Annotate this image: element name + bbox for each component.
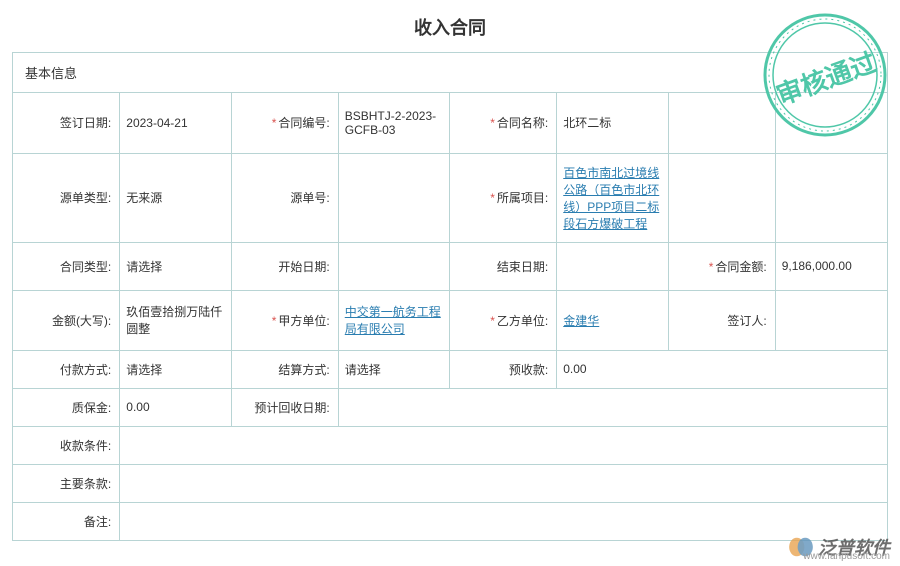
collect-cond-label: 收款条件: <box>13 426 120 464</box>
start-date-label: 开始日期: <box>231 242 338 290</box>
contract-name-value: 北环二标 <box>557 93 669 153</box>
project-value[interactable]: 百色市南北过境线公路（百色市北环线）PPP项目二标段石方爆破工程 <box>557 153 669 242</box>
settle-method-value[interactable]: 请选择 <box>338 350 450 388</box>
source-type-label: 源单类型: <box>13 153 120 242</box>
project-label: *所属项目: <box>450 153 557 242</box>
remark-value[interactable] <box>120 502 887 540</box>
signer-value <box>775 290 887 350</box>
settle-method-label: 结算方式: <box>231 350 338 388</box>
source-type-value: 无来源 <box>120 153 232 242</box>
expect-date-label: 预计回收日期: <box>231 388 338 426</box>
amount-cn-value: 玖佰壹拾捌万陆仟圆整 <box>120 290 232 350</box>
amount-value: 9,186,000.00 <box>775 242 887 290</box>
sign-date-value: 2023-04-21 <box>120 93 232 153</box>
form-container: 基本信息 签订日期: 2023-04-21 *合同编号: BSBHTJ-2-20… <box>12 52 888 541</box>
empty-label-2 <box>668 153 775 242</box>
contract-no-label: *合同编号: <box>231 93 338 153</box>
prepay-label: 预收款: <box>450 350 557 388</box>
party-a-label: *甲方单位: <box>231 290 338 350</box>
party-b-value[interactable]: 金建华 <box>557 290 669 350</box>
deposit-label: 质保金: <box>13 388 120 426</box>
form-table: 签订日期: 2023-04-21 *合同编号: BSBHTJ-2-2023-GC… <box>13 93 887 540</box>
pay-method-value[interactable]: 请选择 <box>120 350 232 388</box>
main-terms-value[interactable] <box>120 464 887 502</box>
empty-value-2 <box>775 153 887 242</box>
main-terms-label: 主要条款: <box>13 464 120 502</box>
party-a-value[interactable]: 中交第一航务工程局有限公司 <box>338 290 450 350</box>
source-no-label: 源单号: <box>231 153 338 242</box>
watermark: 泛普软件 www.fanpusoft.com <box>788 534 890 560</box>
source-no-value <box>338 153 450 242</box>
remark-label: 备注: <box>13 502 120 540</box>
prepay-value: 0.00 <box>557 350 887 388</box>
amount-cn-label: 金额(大写): <box>13 290 120 350</box>
sign-date-label: 签订日期: <box>13 93 120 153</box>
deposit-value: 0.00 <box>120 388 232 426</box>
signer-label: 签订人: <box>668 290 775 350</box>
expect-date-value[interactable] <box>338 388 887 426</box>
contract-no-value: BSBHTJ-2-2023-GCFB-03 <box>338 93 450 153</box>
start-date-value[interactable] <box>338 242 450 290</box>
pay-method-label: 付款方式: <box>13 350 120 388</box>
party-b-label: *乙方单位: <box>450 290 557 350</box>
svg-text:审核通过: 审核通过 <box>772 47 880 111</box>
end-date-label: 结束日期: <box>450 242 557 290</box>
contract-name-label: *合同名称: <box>450 93 557 153</box>
approval-stamp: 审核通过 <box>760 10 890 140</box>
section-header: 基本信息 <box>13 53 887 93</box>
end-date-value[interactable] <box>557 242 669 290</box>
collect-cond-value[interactable] <box>120 426 887 464</box>
contract-type-value[interactable]: 请选择 <box>120 242 232 290</box>
watermark-url: www.fanpusoft.com <box>803 551 890 562</box>
amount-label: *合同金额: <box>668 242 775 290</box>
contract-type-label: 合同类型: <box>13 242 120 290</box>
